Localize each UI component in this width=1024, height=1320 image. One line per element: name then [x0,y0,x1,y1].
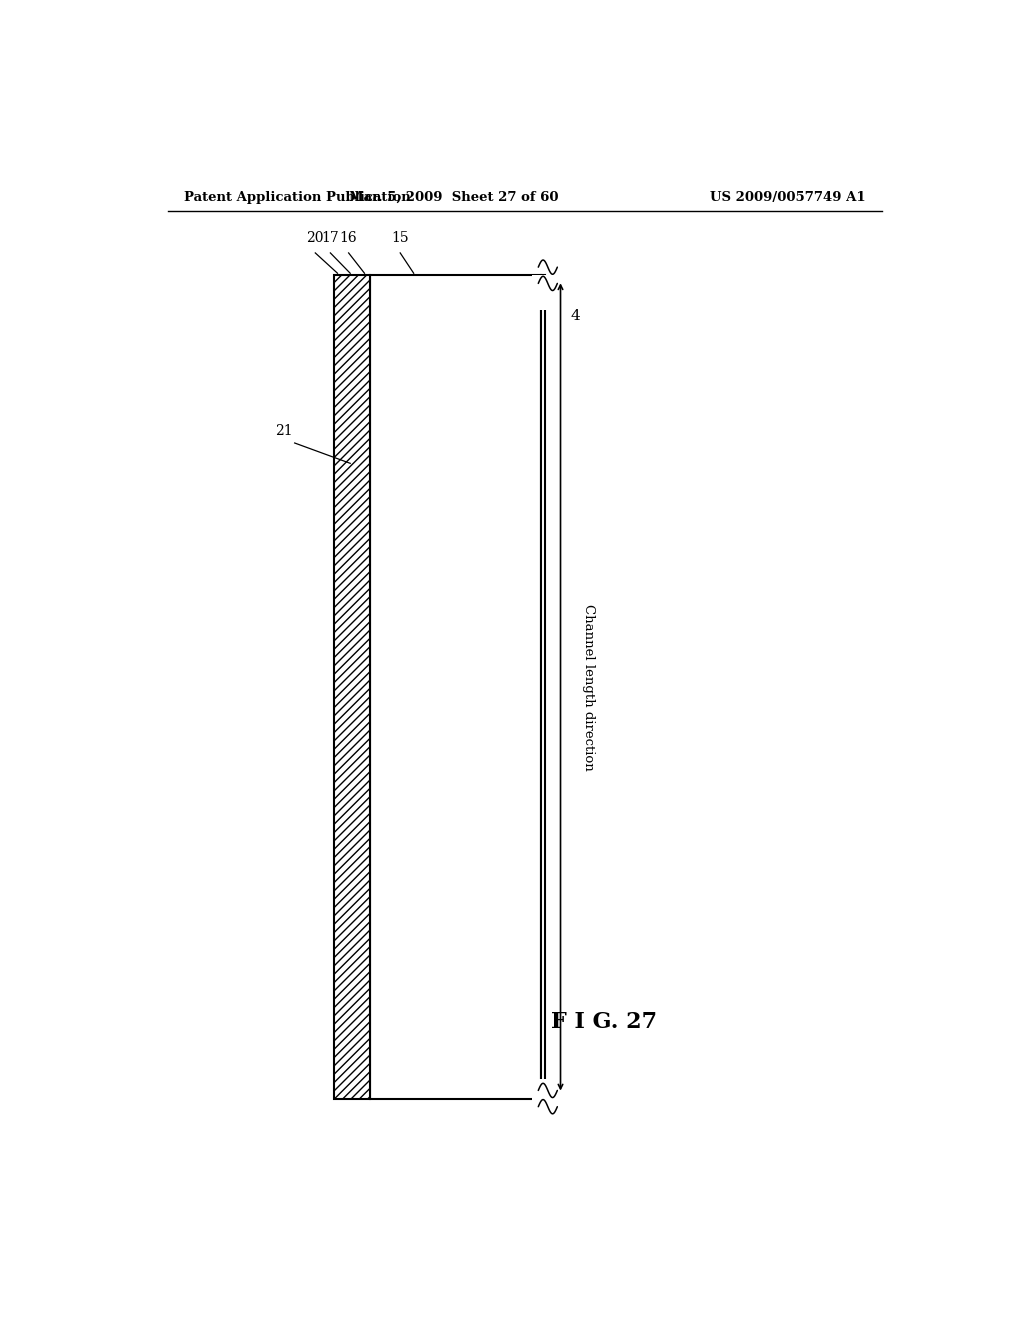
Text: Channel length direction: Channel length direction [582,603,595,771]
Bar [370,276,541,1098]
Text: 4: 4 [570,309,581,323]
Text: 15: 15 [391,231,409,244]
Text: 17: 17 [322,231,339,244]
Text: US 2009/0057749 A1: US 2009/0057749 A1 [711,190,866,203]
Bar [541,276,545,1098]
Text: 16: 16 [340,231,357,244]
Text: Mar. 5, 2009  Sheet 27 of 60: Mar. 5, 2009 Sheet 27 of 60 [348,190,558,203]
Bar [531,276,563,310]
Text: F I G. 27: F I G. 27 [551,1011,657,1034]
Text: 20: 20 [306,231,324,244]
Bar [334,276,370,1098]
Text: Patent Application Publication: Patent Application Publication [183,190,411,203]
Bar [531,1080,563,1114]
Text: 21: 21 [274,424,293,438]
